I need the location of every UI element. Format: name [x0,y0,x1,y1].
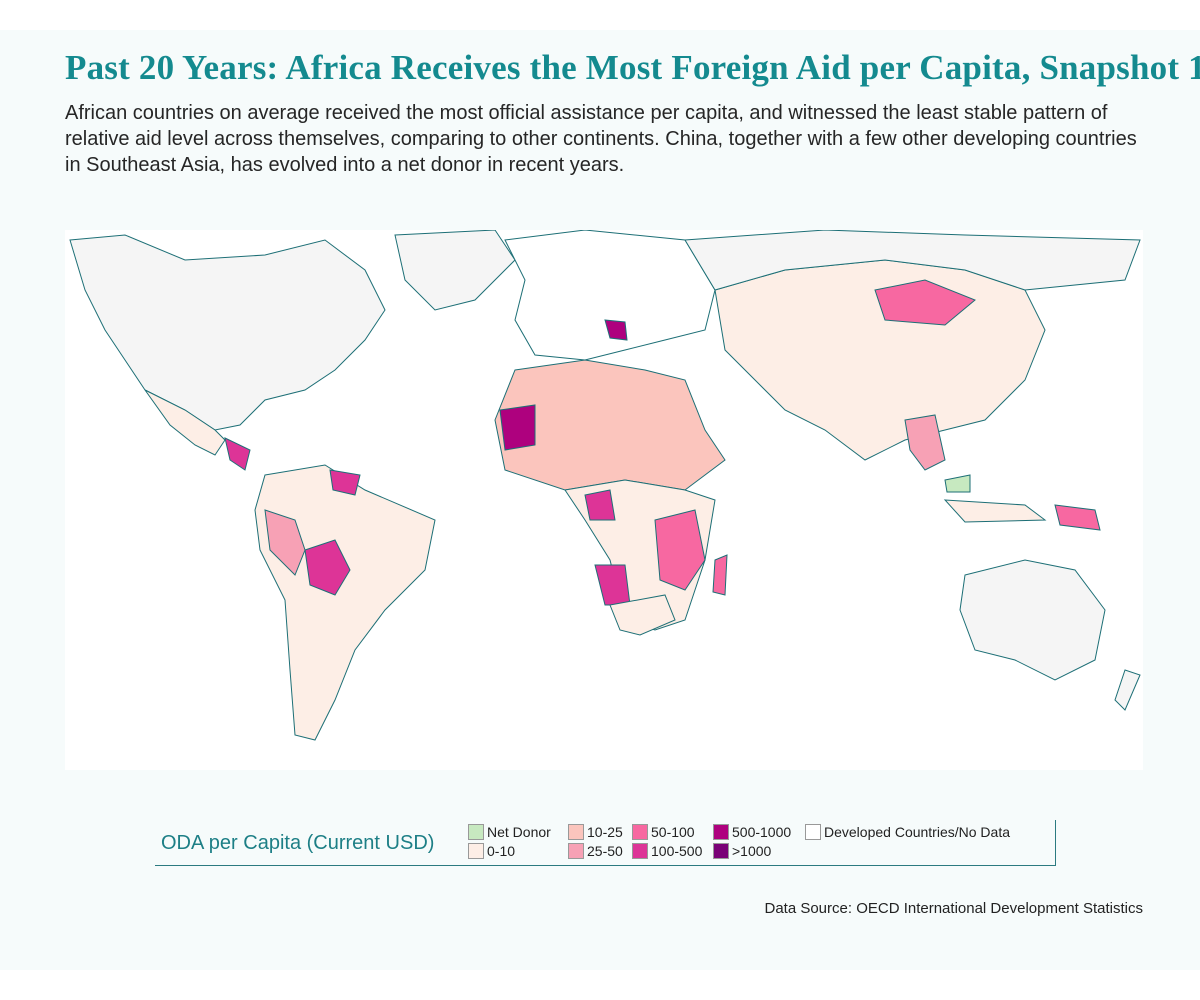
legend-swatch [468,824,484,840]
south-africa [609,594,676,636]
mexico [144,389,226,456]
australia [959,559,1106,681]
mauritania [499,404,536,451]
mongolia [874,279,976,326]
legend-item: 25-50 [568,843,623,861]
legend-title: ODA per Capita (Current USD) [161,832,435,854]
southeast-asia [904,414,946,471]
central-america [224,437,251,471]
legend-label: 25-50 [587,843,623,859]
legend-label: >1000 [732,843,772,859]
legend-label: 50-100 [651,824,695,840]
legend-swatch [713,824,729,840]
world-map [65,230,1143,770]
peru [264,509,306,576]
balkans [604,319,628,341]
indonesia [943,499,1047,523]
legend-label: Net Donor [487,824,551,840]
legend-label: 100-500 [651,843,703,859]
legend: ODA per Capita (Current USD) Net Donor 0-… [155,820,1056,866]
legend-swatch [468,843,484,859]
legend-item: >1000 [713,843,771,861]
russia [684,230,1141,291]
legend-label: 500-1000 [732,824,792,840]
guyana [329,469,361,496]
legend-item: Net Donor [468,824,551,842]
subtitle: African countries on average received th… [65,102,1137,176]
legend-item: 10-25 [568,824,623,842]
legend-label: Developed Countries/No Data [824,824,1010,840]
legend-label: 0-10 [487,843,516,859]
legend-swatch [632,843,648,859]
legend-swatch [568,824,584,840]
papua-new-guinea [1054,504,1101,531]
legend-item: Developed Countries/No Data [805,824,1010,842]
title: Past 20 Years: Africa Receives the Most … [65,48,1200,87]
greenland [394,230,516,311]
north-africa [494,359,726,491]
legend-swatch [713,843,729,859]
source-note: Data Source: OECD International Developm… [764,900,1143,917]
legend-item: 50-100 [632,824,695,842]
legend-swatch [568,843,584,859]
legend-swatch [805,824,821,840]
north-america [69,234,386,431]
bolivia [304,539,351,596]
legend-item: 500-1000 [713,824,791,842]
madagascar [712,554,728,596]
congo [584,489,616,521]
east-africa [654,509,706,591]
europe [504,230,716,361]
new-zealand [1114,669,1141,711]
malaysia [944,474,971,493]
legend-swatch [632,824,648,840]
legend-item: 0-10 [468,843,515,861]
legend-item: 100-500 [632,843,702,861]
legend-label: 10-25 [587,824,623,840]
